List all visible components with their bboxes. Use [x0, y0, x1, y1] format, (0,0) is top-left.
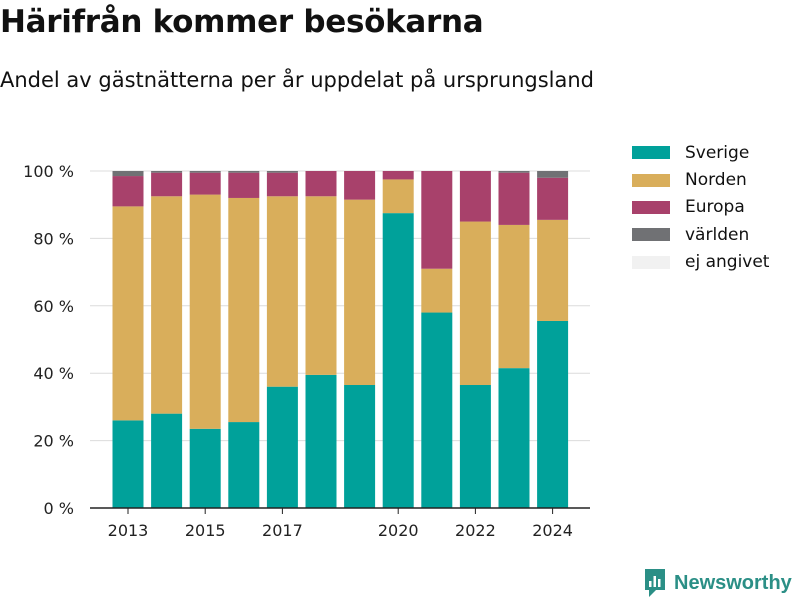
brand-logo: Newsworthy: [644, 568, 792, 598]
x-tick-label: 2015: [185, 521, 226, 540]
y-tick-label: 80 %: [33, 229, 74, 248]
chart-subtitle: Andel av gästnätterna per år uppdelat på…: [0, 68, 594, 92]
legend-swatch: [632, 200, 670, 214]
bar-segment: [112, 171, 144, 177]
bar-segment: [151, 172, 183, 197]
legend-label: Europa: [685, 197, 745, 218]
bar-segment: [459, 384, 491, 508]
bar-segment: [421, 171, 453, 269]
y-tick-label: 0 %: [44, 499, 74, 518]
legend-item: Sverige: [632, 139, 769, 166]
bar-segment: [382, 213, 414, 508]
legend-label: världen: [685, 224, 750, 245]
bar-segment: [189, 194, 221, 429]
bar-segment: [112, 206, 144, 421]
legend-label: ej angivet: [685, 252, 770, 273]
y-tick-labels: 0 % 20 % 40 % 60 % 80 % 100 %: [23, 162, 74, 518]
bar-segment: [189, 428, 221, 508]
bar-segment: [382, 179, 414, 214]
x-tick-label: 2022: [455, 521, 496, 540]
bar-segment: [421, 312, 453, 508]
bar-segment: [459, 171, 491, 222]
bar-segment: [228, 171, 260, 173]
legend-label: Norden: [685, 170, 747, 191]
legend: Sverige Norden Europa världen ej angivet: [632, 139, 769, 276]
bars: [112, 171, 569, 508]
bar-segment: [498, 368, 530, 508]
bar-segment: [344, 199, 376, 385]
bar-segment: [537, 320, 569, 508]
newsworthy-logo-icon: [645, 569, 665, 597]
bar-segment: [459, 221, 491, 385]
legend-swatch: [632, 255, 670, 269]
bar-segment: [498, 224, 530, 369]
legend-label: Sverige: [685, 142, 750, 163]
bar-segment: [537, 171, 569, 178]
bar-segment: [382, 171, 414, 180]
bar-segment: [344, 171, 376, 200]
x-tick-label: 2024: [532, 521, 573, 540]
y-tick-label: 20 %: [33, 432, 74, 451]
bar-segment: [228, 172, 260, 198]
chart-title: Härifrån kommer besökarna: [0, 4, 484, 40]
axes: [90, 507, 590, 514]
bar-segment: [189, 172, 221, 195]
bar-segment: [421, 268, 453, 313]
bar-segment: [112, 176, 144, 207]
legend-item: ej angivet: [632, 249, 769, 276]
bar-segment: [305, 374, 337, 508]
x-tick-label: 2013: [108, 521, 149, 540]
x-tick-label: 2020: [378, 521, 419, 540]
bar-segment: [498, 171, 530, 173]
bar-segment: [344, 384, 376, 508]
x-tick-label: 2017: [262, 521, 303, 540]
bar-segment: [266, 172, 298, 197]
legend-item: Norden: [632, 166, 769, 193]
bar-segment: [228, 197, 260, 423]
bar-segment: [151, 196, 183, 414]
bar-segment: [228, 422, 260, 508]
legend-swatch: [632, 173, 670, 187]
legend-item: Europa: [632, 194, 769, 221]
legend-swatch: [632, 228, 670, 242]
bar-segment: [537, 219, 569, 321]
bar-segment: [305, 171, 337, 197]
bar-segment: [151, 171, 183, 173]
y-tick-label: 60 %: [33, 297, 74, 316]
y-tick-label: 100 %: [23, 162, 74, 181]
bar-segment: [266, 196, 298, 387]
legend-item: världen: [632, 221, 769, 248]
legend-swatch: [632, 146, 670, 160]
bar-segment: [112, 420, 144, 508]
y-tick-label: 40 %: [33, 364, 74, 383]
bar-segment: [266, 386, 298, 508]
bar-segment: [151, 413, 183, 508]
bar-segment: [537, 177, 569, 220]
x-tick-labels: 2013 2015 2017 2020 2022 2024: [108, 521, 573, 540]
bar-segment: [189, 171, 221, 173]
bar-segment: [305, 196, 337, 375]
brand-name: Newsworthy: [674, 571, 792, 594]
bar-segment: [266, 171, 298, 173]
bar-segment: [498, 172, 530, 225]
